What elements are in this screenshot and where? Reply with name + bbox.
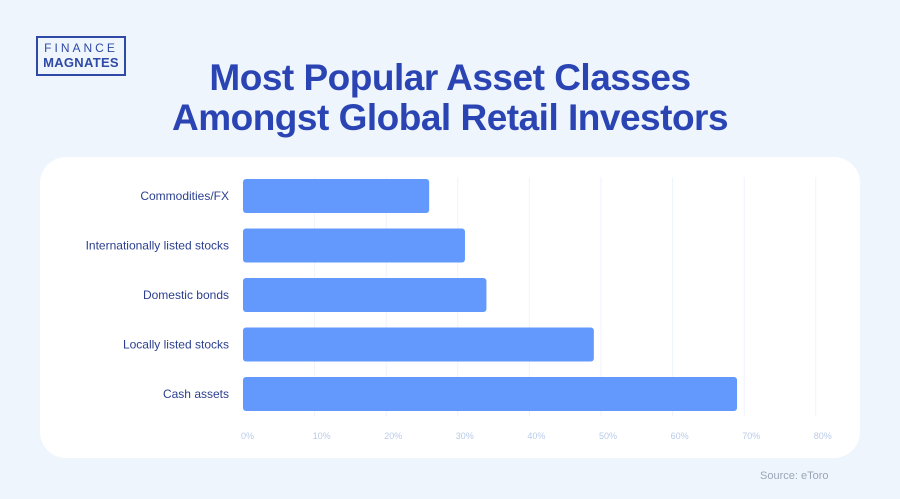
source-note: Source: eToro — [760, 470, 829, 482]
category-label: Locally listed stocks — [123, 338, 229, 352]
category-label: Cash assets — [163, 387, 229, 401]
category-label: Domestic bonds — [143, 288, 229, 302]
x-tick-label: 0% — [241, 431, 254, 441]
logo-line1: FINANCE — [44, 41, 118, 55]
category-label: Internationally listed stocks — [86, 239, 229, 253]
title-line1: Most Popular Asset Classes — [209, 57, 691, 98]
bar — [243, 278, 487, 312]
x-tick-label: 80% — [814, 431, 832, 441]
x-tick-label: 60% — [671, 431, 689, 441]
x-tick-label: 20% — [384, 431, 402, 441]
logo-line2: MAGNATES — [43, 55, 119, 70]
bar — [243, 228, 465, 263]
x-tick-label: 70% — [742, 431, 760, 441]
x-tick-label: 10% — [313, 431, 331, 441]
x-tick-label: 50% — [599, 431, 617, 441]
x-tick-label: 30% — [456, 431, 474, 441]
bar — [243, 377, 738, 411]
title-line2: Amongst Global Retail Investors — [171, 97, 729, 138]
chart-title: Most Popular Asset Classes Amongst Globa… — [0, 58, 900, 138]
category-label: Commodities/FX — [140, 189, 229, 203]
x-tick-label: 40% — [527, 431, 545, 441]
bar — [243, 327, 594, 362]
finance-magnates-logo: FINANCE MAGNATES — [36, 36, 126, 76]
bar — [243, 179, 430, 213]
